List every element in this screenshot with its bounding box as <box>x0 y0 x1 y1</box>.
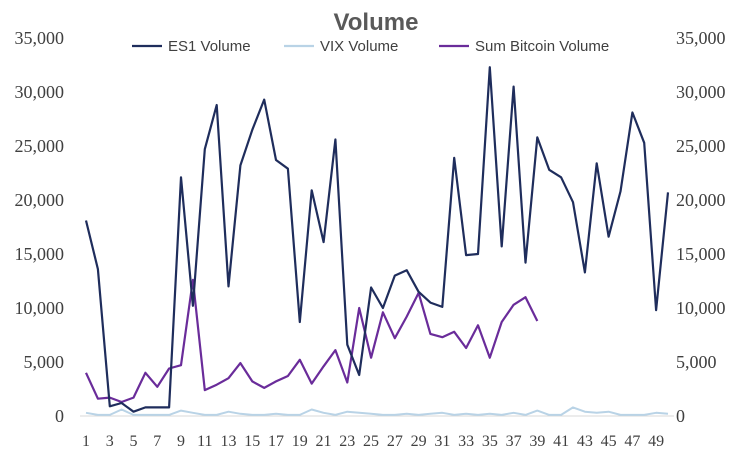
y-tick-label: 25,000 <box>15 136 65 156</box>
legend: ES1 Volume VIX Volume Sum Bitcoin Volume <box>132 38 609 55</box>
x-tick-label: 13 <box>221 433 237 450</box>
x-tick-label: 39 <box>529 433 545 450</box>
y-tick-label: 0 <box>55 406 64 426</box>
x-tick-label: 33 <box>458 433 474 450</box>
x-tick-label: 25 <box>363 433 379 450</box>
y-tick-label: 35,000 <box>15 28 65 48</box>
x-tick-label: 19 <box>292 433 308 450</box>
x-tick-label: 23 <box>339 433 355 450</box>
x-tick-label: 45 <box>601 433 617 450</box>
legend-label: VIX Volume <box>320 38 398 55</box>
x-tick-label: 21 <box>316 433 332 450</box>
y-tick-label: 10,000 <box>15 298 65 318</box>
x-tick-label: 47 <box>624 433 640 450</box>
y-tick-label: 15,000 <box>15 244 65 264</box>
x-tick-label: 43 <box>577 433 593 450</box>
x-tick-label: 5 <box>130 433 138 450</box>
chart-title: Volume <box>334 9 419 36</box>
x-tick-label: 9 <box>177 433 185 450</box>
x-tick-label: 49 <box>648 433 664 450</box>
x-tick-label: 27 <box>387 433 403 450</box>
x-tick-label: 31 <box>434 433 450 450</box>
x-tick-label: 37 <box>506 433 522 450</box>
y-axis-left: 0 5,000 10,000 15,000 20,000 25,000 30,000 35,0… <box>15 28 65 426</box>
x-tick-label: 35 <box>482 433 498 450</box>
y2-tick-label: 30,000 <box>676 82 726 102</box>
x-tick-label: 11 <box>197 433 212 450</box>
x-tick-label: 3 <box>106 433 114 450</box>
y2-tick-label: 25,000 <box>676 136 726 156</box>
x-tick-label: 1 <box>82 433 90 450</box>
x-tick-label: 7 <box>153 433 161 450</box>
y-tick-label: 30,000 <box>15 82 65 102</box>
y2-tick-label: 5,000 <box>676 352 717 372</box>
x-tick-label: 29 <box>411 433 427 450</box>
series-line-es1-volume <box>84 66 670 413</box>
y2-tick-label: 35,000 <box>676 28 726 48</box>
y-tick-label: 20,000 <box>15 190 65 210</box>
series-lines <box>84 66 670 416</box>
x-tick-label: 17 <box>268 433 284 450</box>
series-line-sum-bitcoin-volume <box>85 278 539 404</box>
y-tick-label: 5,000 <box>24 352 65 372</box>
y2-tick-label: 15,000 <box>676 244 726 264</box>
x-tick-label: 41 <box>553 433 569 450</box>
x-axis: 1 3 5 7 9 11 13 15 17 19 21 23 25 27 29 31 33 35 37 39 41 43 4… <box>80 415 674 450</box>
y2-tick-label: 10,000 <box>676 298 726 318</box>
legend-label: Sum Bitcoin Volume <box>475 38 609 55</box>
x-tick-label: 15 <box>244 433 260 450</box>
series-line-vix-volume <box>85 406 669 416</box>
y2-tick-label: 0 <box>676 406 685 426</box>
legend-label: ES1 Volume <box>168 38 251 55</box>
y2-tick-label: 20,000 <box>676 190 726 210</box>
y-axis-right: 0 5,000 10,000 15,000 20,000 25,000 30,000 35,0… <box>676 28 726 426</box>
